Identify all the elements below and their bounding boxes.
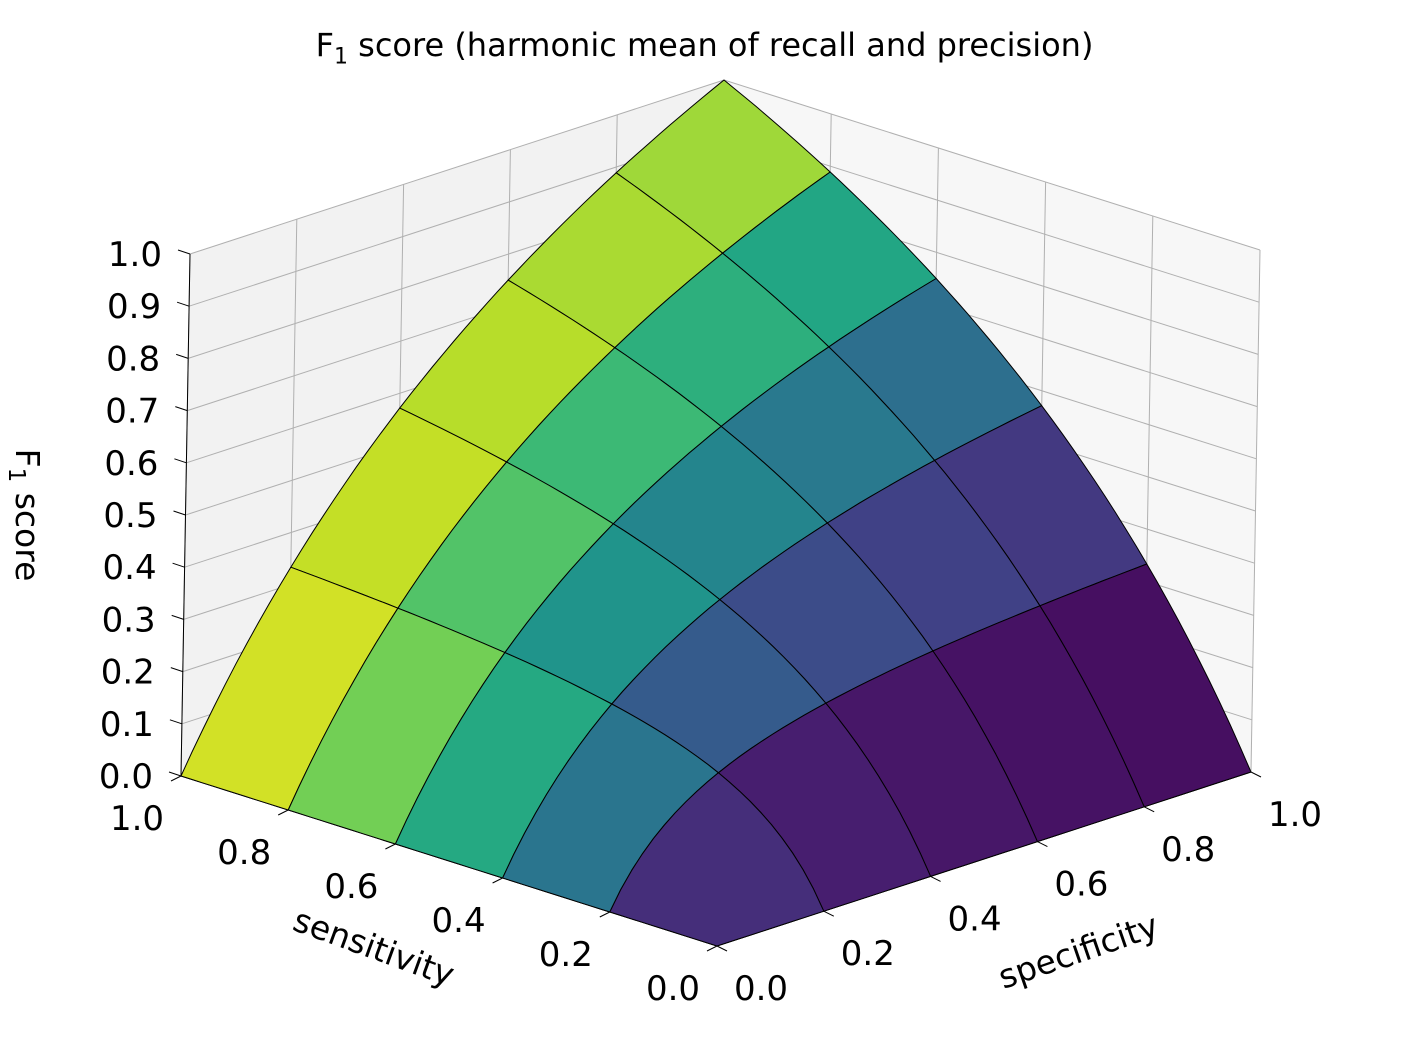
surface	[180, 79, 1252, 947]
x-tick	[492, 877, 503, 884]
y-tick	[1143, 806, 1155, 813]
y-tick	[1037, 841, 1048, 848]
y-tick-label: 0.2	[841, 934, 895, 974]
y-tick-label: 0.6	[1054, 865, 1108, 905]
z-tick-label: 0.7	[105, 392, 159, 432]
y-tick	[823, 910, 835, 917]
z-tick-label: 0.6	[104, 444, 158, 484]
z-tick	[176, 301, 190, 307]
y-axis-label: specificity	[993, 906, 1163, 997]
x-tick-label: 0.4	[432, 901, 486, 941]
axis-ticks: 0.00.20.40.60.81.00.00.20.40.60.81.00.00…	[99, 235, 1322, 1009]
z-tick	[173, 510, 186, 516]
back-gridline	[723, 79, 1261, 251]
x-tick-label: 0.6	[324, 867, 378, 907]
y-tick-label: 1.0	[1268, 795, 1322, 835]
z-tick-label: 0.9	[107, 287, 161, 327]
z-tick-label: 1.0	[108, 235, 162, 275]
y-tick-label: 0.0	[734, 969, 788, 1009]
y-tick-label: 0.8	[1161, 830, 1215, 870]
x-tick	[599, 911, 611, 918]
z-tick	[174, 458, 187, 464]
x-tick-label: 0.0	[646, 969, 700, 1009]
surface-patch	[609, 772, 825, 947]
z-tick	[168, 771, 182, 777]
z-tick	[170, 667, 183, 673]
back-gridline	[189, 79, 725, 255]
y-tick	[930, 875, 941, 882]
z-tick	[172, 562, 185, 568]
x-tick	[706, 945, 718, 952]
z-tick-label: 0.3	[102, 600, 156, 640]
z-tick-label: 0.2	[101, 653, 155, 693]
x-tick	[277, 809, 289, 816]
z-tick	[177, 249, 191, 255]
chart-title: F1 score (harmonic mean of recall and pr…	[315, 26, 1094, 70]
x-tick-label: 0.2	[539, 935, 593, 975]
z-tick-label: 0.4	[103, 548, 157, 588]
y-tick-label: 0.4	[948, 899, 1002, 939]
z-tick	[175, 406, 188, 412]
x-tick-label: 1.0	[110, 799, 164, 839]
y-tick	[716, 945, 728, 952]
z-tick-label: 0.5	[103, 496, 157, 536]
x-tick	[385, 843, 396, 850]
z-tick-label: 0.8	[106, 339, 160, 379]
z-axis-label: F1 score	[3, 449, 47, 582]
x-tick-label: 0.8	[217, 833, 271, 873]
z-tick	[169, 719, 183, 725]
z-tick	[171, 614, 184, 620]
x-tick	[170, 775, 182, 782]
z-tick-label: 0.0	[99, 757, 153, 797]
z-tick	[176, 353, 189, 359]
z-tick-label: 0.1	[100, 705, 154, 745]
y-tick	[1250, 771, 1262, 778]
